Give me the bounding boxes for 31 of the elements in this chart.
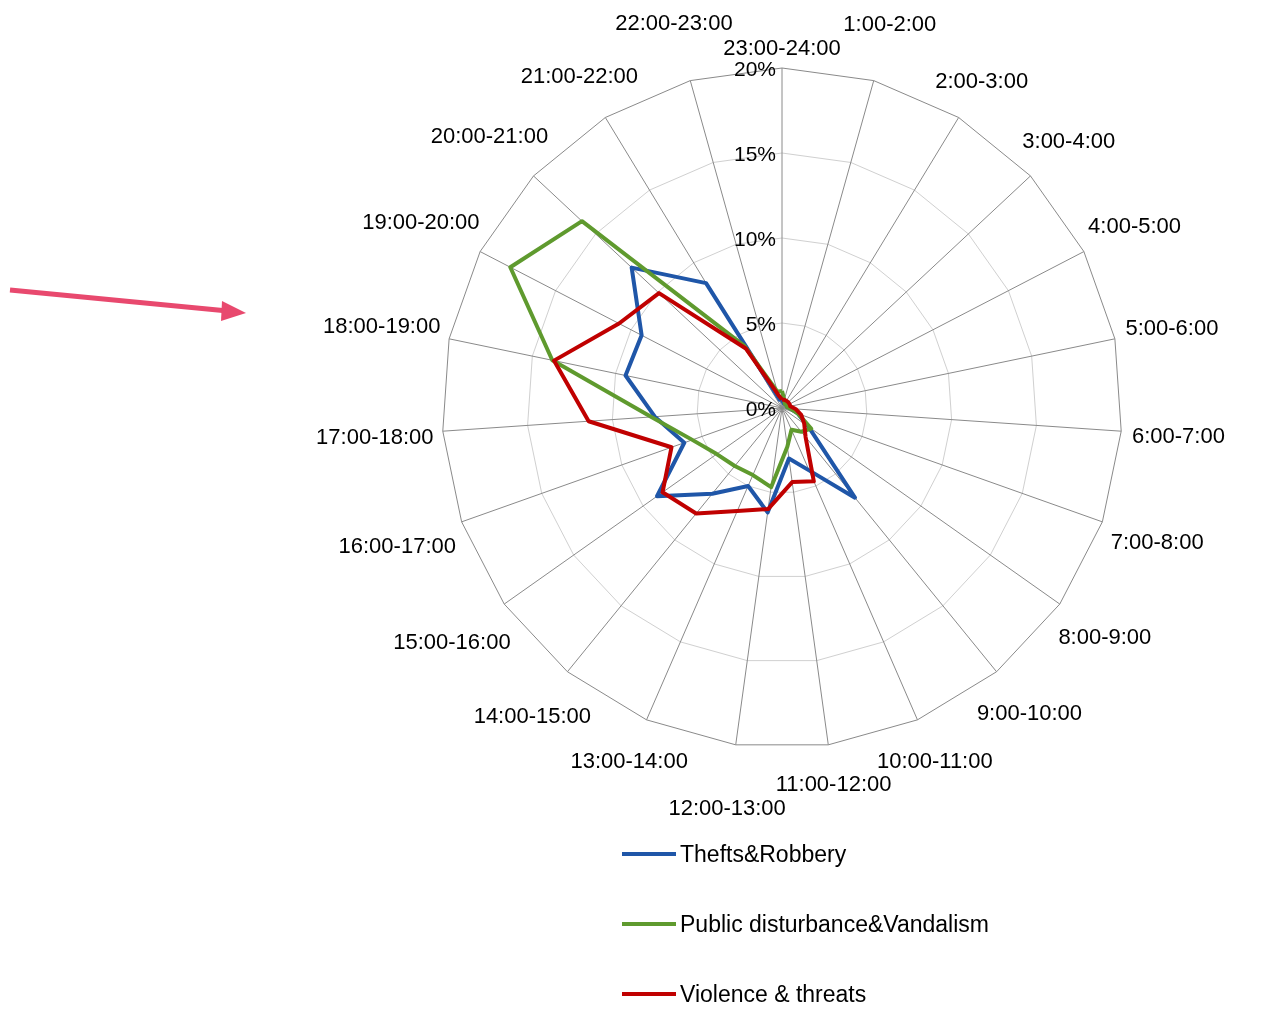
y-tick-label: 15% — [733, 142, 776, 165]
spoke-label: 21:00-22:00 — [520, 62, 639, 88]
spoke-label: 1:00-2:00 — [843, 11, 937, 37]
spoke-label: 5:00-6:00 — [1125, 314, 1219, 340]
y-tick-label: 0% — [745, 397, 776, 420]
spoke-label: 6:00-7:00 — [1131, 423, 1225, 449]
y-tick-label: 20% — [733, 57, 776, 80]
legend-label: Public disturbance&Vandalism — [680, 911, 989, 937]
spoke-label: 20:00-21:00 — [430, 122, 549, 148]
spoke-label: 23:00-24:00 — [723, 35, 841, 60]
spoke-label: 10:00-11:00 — [876, 747, 993, 773]
legend-label: Violence & threats — [680, 981, 867, 1007]
spoke-label: 9:00-10:00 — [976, 700, 1083, 726]
spoke-label: 18:00-19:00 — [323, 312, 441, 338]
y-tick-label: 10% — [733, 227, 776, 250]
spoke-label: 16:00-17:00 — [338, 532, 456, 558]
spoke-label: 4:00-5:00 — [1088, 213, 1182, 239]
legend-label: Thefts&Robbery — [680, 841, 847, 867]
spoke-label: 19:00-20:00 — [362, 208, 480, 234]
spoke-label: 15:00-16:00 — [393, 628, 511, 654]
y-tick-label: 5% — [745, 312, 776, 335]
spoke-label: 2:00-3:00 — [935, 67, 1029, 93]
spoke-label: 11:00-12:00 — [775, 771, 892, 797]
spoke-label: 13:00-14:00 — [570, 747, 688, 773]
spoke-label: 12:00-13:00 — [668, 795, 786, 821]
spoke-label: 22:00-23:00 — [615, 10, 733, 36]
spoke-label: 7:00-8:00 — [1110, 529, 1204, 555]
spoke-label: 8:00-9:00 — [1058, 623, 1152, 649]
spoke-label: 3:00-4:00 — [1022, 128, 1116, 154]
spoke-label: 17:00-18:00 — [316, 423, 434, 449]
spoke-label: 14:00-15:00 — [473, 702, 592, 728]
